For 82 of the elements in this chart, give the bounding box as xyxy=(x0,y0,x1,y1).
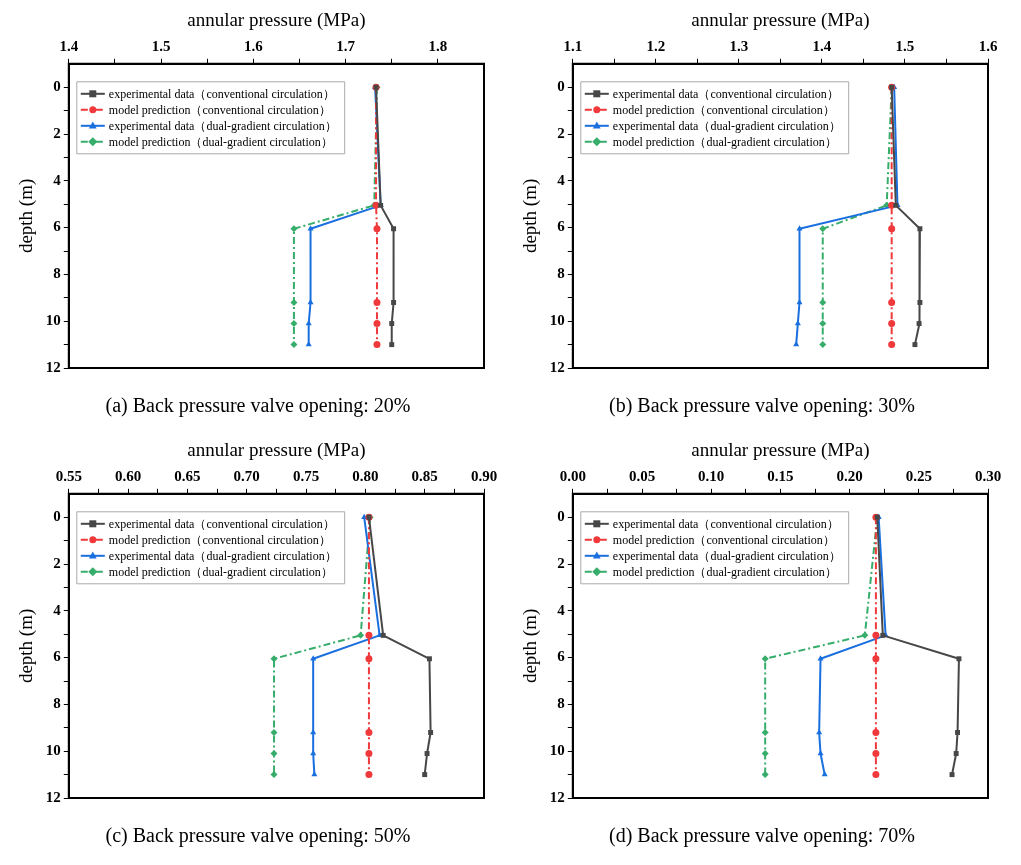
y-tick-label: 2 xyxy=(557,554,565,571)
y-tick-label: 6 xyxy=(53,218,62,235)
x-tick-label: 1.3 xyxy=(729,37,749,54)
legend-label: experimental data（dual-gradient circulation） xyxy=(612,548,841,563)
y-tick-label: 8 xyxy=(557,695,565,712)
x-tick-label: 0.70 xyxy=(233,467,260,484)
x-tick-label: 0.75 xyxy=(292,467,320,484)
y-axis-title: depth (m) xyxy=(15,608,38,684)
x-axis-title: annular pressure (MPa) xyxy=(187,439,366,462)
y-tick-label: 4 xyxy=(557,171,566,188)
x-tick-label: 1.4 xyxy=(812,37,832,54)
y-tick-label: 2 xyxy=(557,124,565,141)
x-tick-label: 0.00 xyxy=(559,467,586,484)
x-tick-label: 0.15 xyxy=(767,467,794,484)
y-tick-label: 6 xyxy=(557,218,566,235)
x-tick-label: 0.90 xyxy=(470,467,498,484)
x-tick-label: 1.5 xyxy=(895,37,915,54)
x-tick-label: 1.6 xyxy=(243,37,264,54)
x-tick-label: 1.2 xyxy=(646,37,666,54)
legend-label: model prediction（conventional circulation） xyxy=(108,102,331,117)
x-tick-label: 1.8 xyxy=(428,37,448,54)
x-tick-label: 0.60 xyxy=(114,467,142,484)
y-tick-label: 12 xyxy=(45,788,61,805)
y-tick-label: 12 xyxy=(549,788,565,805)
y-tick-label: 4 xyxy=(53,601,62,618)
y-tick-label: 0 xyxy=(557,508,565,525)
y-tick-label: 2 xyxy=(53,554,61,571)
y-tick-label: 2 xyxy=(53,124,61,141)
y-axis-title: depth (m) xyxy=(519,178,542,254)
legend-label: model prediction（conventional circulation） xyxy=(108,532,331,547)
x-tick-label: 1.1 xyxy=(563,37,583,54)
legend-label: experimental data（conventional circulation） xyxy=(612,86,839,101)
x-tick-label: 1.4 xyxy=(59,37,79,54)
x-tick-label: 0.20 xyxy=(836,467,863,484)
legend-label: experimental data（conventional circulation） xyxy=(108,516,335,531)
text: (a) Back pressure valve opening: 20% xyxy=(104,394,412,417)
x-tick-label: 0.25 xyxy=(905,467,932,484)
legend-label: experimental data（dual-gradient circulation） xyxy=(108,548,337,563)
y-tick-label: 6 xyxy=(53,648,62,665)
y-tick-label: 4 xyxy=(557,601,566,618)
x-tick-label: 1.5 xyxy=(151,37,171,54)
legend-label: model prediction（conventional circulation） xyxy=(612,102,835,117)
y-tick-label: 12 xyxy=(549,358,565,375)
x-tick-label: 0.65 xyxy=(174,467,201,484)
x-tick-label: 1.6 xyxy=(978,37,998,54)
text: (b) Back pressure valve opening: 30% xyxy=(608,394,916,417)
y-tick-label: 6 xyxy=(557,648,566,665)
y-tick-label: 8 xyxy=(53,265,61,282)
legend-label: experimental data（dual-gradient circulation） xyxy=(108,118,337,133)
legend-label: experimental data（dual-gradient circulation） xyxy=(612,118,841,133)
x-axis-title: annular pressure (MPa) xyxy=(691,439,870,462)
legend-label: experimental data（conventional circulation） xyxy=(108,86,335,101)
x-tick-label: 0.85 xyxy=(411,467,438,484)
x-tick-label: 1.7 xyxy=(336,37,356,54)
legend-label: experimental data（conventional circulation） xyxy=(612,516,839,531)
legend-label: model prediction（dual-gradient circulation） xyxy=(612,134,837,149)
y-tick-label: 10 xyxy=(45,742,61,759)
y-tick-label: 0 xyxy=(557,78,565,95)
y-tick-label: 0 xyxy=(53,78,61,95)
legend-label: model prediction（conventional circulation） xyxy=(612,532,835,547)
x-axis-title: annular pressure (MPa) xyxy=(691,9,870,32)
y-tick-label: 10 xyxy=(549,742,565,759)
x-tick-label: 0.80 xyxy=(352,467,379,484)
x-tick-label: 0.05 xyxy=(628,467,656,484)
y-axis-title: depth (m) xyxy=(15,178,38,254)
y-tick-label: 12 xyxy=(45,358,61,375)
y-tick-label: 10 xyxy=(45,312,61,329)
y-tick-label: 8 xyxy=(53,695,61,712)
y-tick-label: 8 xyxy=(557,265,565,282)
x-tick-label: 0.10 xyxy=(698,467,725,484)
text: (c) Back pressure valve opening: 50% xyxy=(104,824,412,847)
y-axis-title: depth (m) xyxy=(519,608,542,684)
x-tick-label: 0.55 xyxy=(55,467,82,484)
legend-label: model prediction（dual-gradient circulation） xyxy=(108,134,333,149)
x-tick-label: 0.30 xyxy=(974,467,1002,484)
legend-label: model prediction（dual-gradient circulation） xyxy=(108,564,333,579)
y-tick-label: 10 xyxy=(549,312,565,329)
legend-label: model prediction（dual-gradient circulation） xyxy=(612,564,837,579)
x-axis-title: annular pressure (MPa) xyxy=(187,9,366,32)
text: (d) Back pressure valve opening: 70% xyxy=(608,824,916,847)
y-tick-label: 0 xyxy=(53,508,61,525)
y-tick-label: 4 xyxy=(53,171,62,188)
